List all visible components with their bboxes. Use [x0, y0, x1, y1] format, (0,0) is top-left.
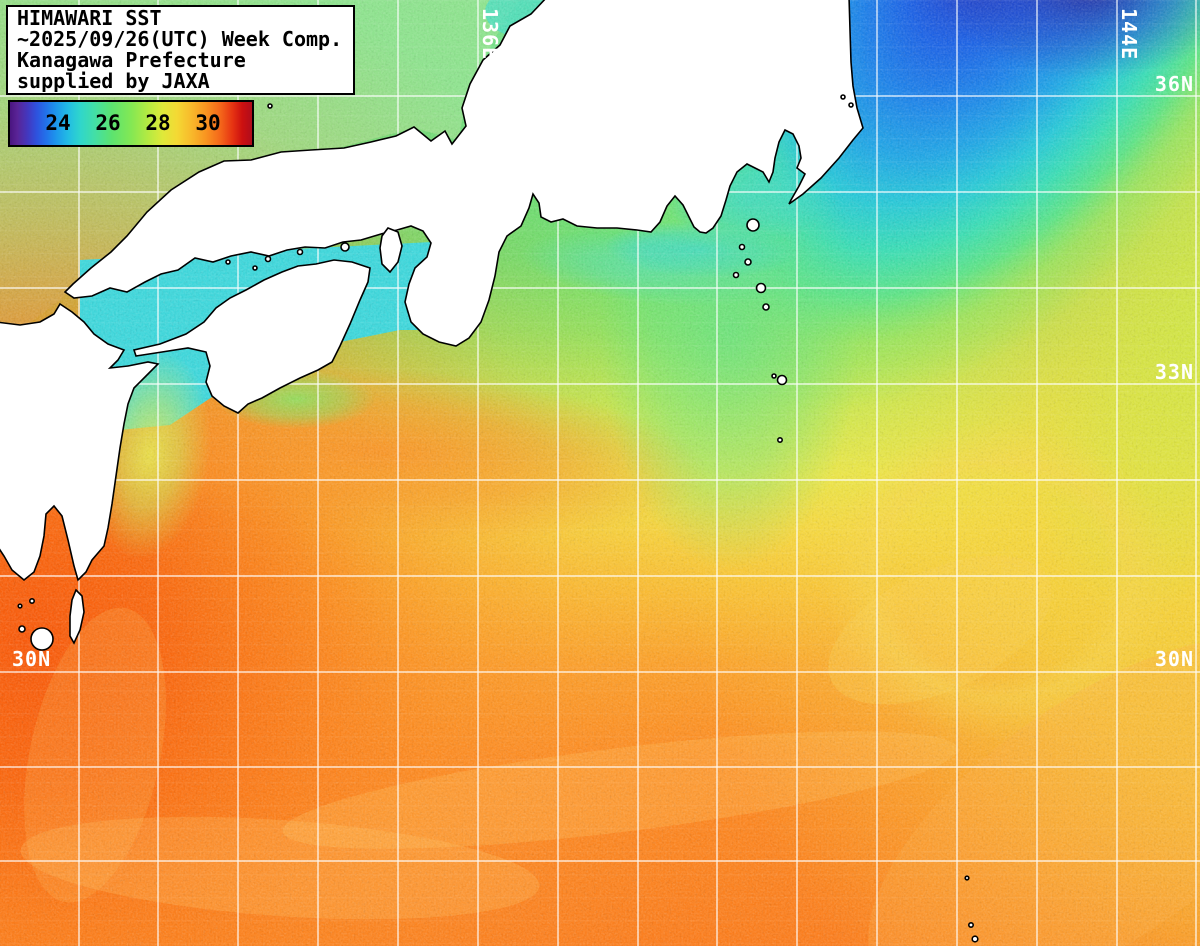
- ogasawara-islet: [964, 875, 970, 881]
- grid-label-30n: 30N: [12, 647, 51, 671]
- ogasawara-islet: [967, 921, 974, 928]
- map-date: ~2025/09/26(UTC) Week Comp.: [17, 27, 343, 51]
- miyakejima-island: [755, 282, 767, 294]
- tokyo-bay-islet: [840, 94, 846, 100]
- tanegashima-island: [69, 588, 85, 645]
- grid-label-layer: 136E 144E 36N 33N 30N 30N: [12, 8, 1194, 671]
- grid-label-36n: 36N: [1155, 72, 1194, 96]
- mikurajima-island: [762, 303, 770, 311]
- kuchinoerabu-island: [18, 625, 26, 633]
- seto-islet: [264, 255, 272, 263]
- seto-islet: [296, 248, 304, 256]
- niijima-island: [744, 258, 752, 266]
- map-title: HIMAWARI SST: [17, 6, 162, 30]
- islet: [17, 603, 23, 609]
- japan-sea-islet: [267, 103, 273, 109]
- grid-label-144e: 144E: [1117, 8, 1141, 60]
- grid-label-136e: 136E: [478, 8, 502, 60]
- map-region: Kanagawa Prefecture: [17, 48, 246, 72]
- islet: [738, 243, 746, 251]
- map-credit: supplied by JAXA: [17, 69, 210, 93]
- kyushu-landmass: [0, 302, 160, 582]
- islet: [771, 373, 777, 379]
- colorbar-tick-26: 26: [95, 111, 121, 135]
- title-box: HIMAWARI SST ~2025/09/26(UTC) Week Comp.…: [6, 5, 355, 95]
- islet: [28, 597, 35, 604]
- seto-islet: [252, 265, 258, 271]
- temperature-colorbar: 24 26 28 30: [8, 100, 254, 147]
- honshu-landmass: [63, 0, 864, 347]
- colorbar-tick-24: 24: [45, 111, 71, 135]
- tokyo-bay-islet: [848, 102, 854, 108]
- colorbar-tick-30: 30: [195, 111, 221, 135]
- kozushima-island: [732, 271, 740, 279]
- awaji-island: [379, 227, 403, 274]
- ogasawara-islet: [971, 935, 979, 943]
- aogashima-island: [776, 436, 783, 443]
- hachijojima-island: [776, 374, 788, 386]
- land-masses: [0, 0, 979, 943]
- shikoku-landmass: [132, 259, 371, 414]
- shodoshima-island: [340, 242, 350, 252]
- yakushima-island: [30, 627, 54, 651]
- grid-label-30n: 30N: [1155, 647, 1194, 671]
- colorbar-tick-28: 28: [145, 111, 171, 135]
- seto-islet: [225, 259, 231, 265]
- grid-label-33n: 33N: [1155, 360, 1194, 384]
- izu-oshima-island: [746, 218, 760, 232]
